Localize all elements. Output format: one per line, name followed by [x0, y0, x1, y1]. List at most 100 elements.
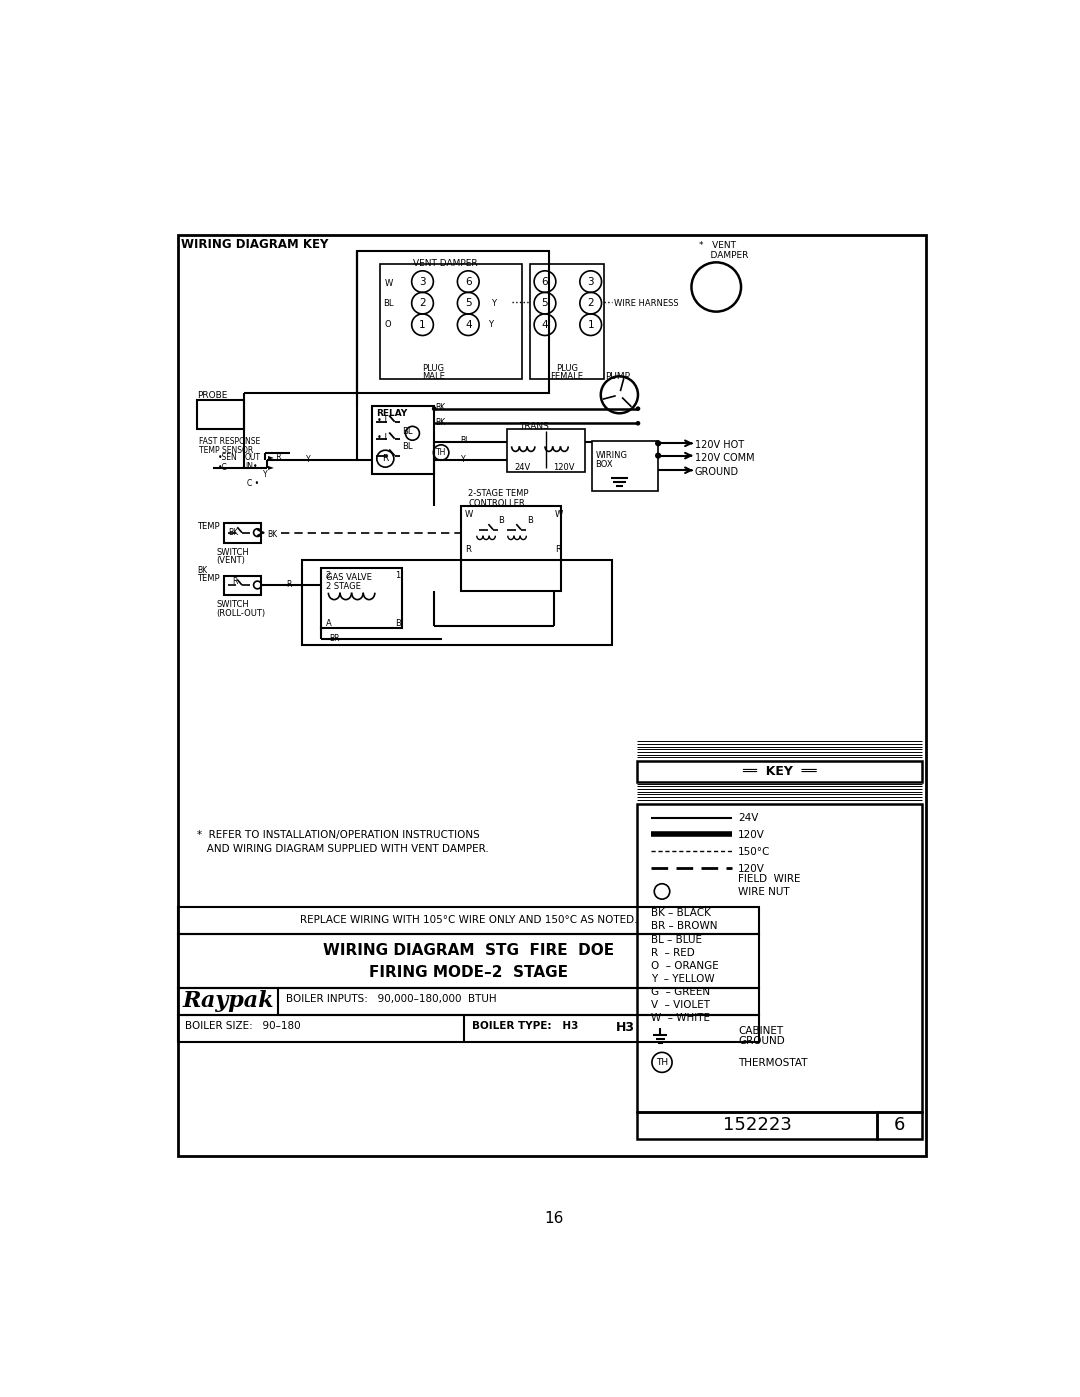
Circle shape [432, 407, 436, 411]
Text: BL: BL [383, 299, 393, 309]
Text: 150°C: 150°C [738, 847, 770, 856]
Text: TH: TH [436, 448, 446, 457]
Text: FIRING MODE–2  STAGE: FIRING MODE–2 STAGE [368, 965, 568, 979]
Text: 6: 6 [464, 277, 472, 286]
Text: R: R [286, 580, 292, 588]
Text: •SEN: •SEN [218, 453, 238, 461]
Text: C •: C • [247, 479, 259, 488]
Bar [592, 441, 658, 490]
Text: 2: 2 [326, 571, 330, 580]
Text: R: R [555, 545, 561, 555]
Text: ► R: ► R [268, 453, 282, 461]
Text: R  – RED: R – RED [651, 947, 694, 958]
Text: Y: Y [306, 455, 310, 464]
Text: VENT DAMPER: VENT DAMPER [413, 258, 477, 267]
Text: 16: 16 [544, 1211, 563, 1227]
Bar [225, 576, 261, 595]
Text: 3: 3 [419, 277, 426, 286]
Text: (VENT): (VENT) [216, 556, 245, 566]
Text: BK: BK [435, 418, 446, 427]
Text: 1: 1 [419, 320, 426, 330]
Text: MALE: MALE [422, 373, 445, 381]
Text: CONTROLLER: CONTROLLER [469, 499, 525, 507]
Bar [637, 1112, 877, 1139]
Text: Y: Y [262, 471, 268, 479]
Text: 152223: 152223 [723, 1116, 792, 1134]
Text: THERMOSTAT: THERMOSTAT [738, 1058, 808, 1067]
Text: ►: ► [268, 462, 274, 471]
Bar [877, 1112, 921, 1139]
Text: B: B [394, 619, 401, 627]
Bar [530, 264, 604, 380]
Text: 3: 3 [588, 277, 594, 286]
Bar [507, 429, 584, 472]
Bar [177, 1014, 759, 1042]
Text: DAMPER: DAMPER [699, 251, 748, 260]
Text: BOILER SIZE:   90–180: BOILER SIZE: 90–180 [186, 1021, 301, 1031]
Text: G  – GREEN: G – GREEN [651, 986, 711, 997]
Bar [225, 524, 261, 542]
Text: •C: •C [218, 464, 228, 472]
Text: Raypak: Raypak [183, 990, 273, 1011]
Text: TH: TH [656, 1058, 669, 1067]
Text: 24V: 24V [738, 813, 758, 823]
Text: W: W [465, 510, 473, 520]
Text: BK: BK [435, 404, 446, 412]
Text: 24V: 24V [515, 462, 531, 472]
Circle shape [636, 407, 640, 411]
Text: W  – WHITE: W – WHITE [651, 1013, 711, 1023]
Text: 6: 6 [542, 277, 549, 286]
Text: BK – BLACK: BK – BLACK [651, 908, 711, 918]
Circle shape [636, 420, 640, 426]
Text: BK: BK [197, 566, 207, 574]
Bar [177, 236, 926, 1155]
Text: BK: BK [228, 528, 238, 536]
Text: Y  – YELLOW: Y – YELLOW [651, 974, 715, 983]
Text: BL: BL [403, 441, 413, 451]
Text: B: B [498, 517, 503, 525]
Text: 120V: 120V [738, 830, 765, 840]
Text: W: W [384, 278, 393, 288]
Text: REPLACE WIRING WITH 105°C WIRE ONLY AND 150°C AS NOTED.: REPLACE WIRING WITH 105°C WIRE ONLY AND … [299, 915, 637, 925]
Text: O: O [384, 320, 391, 330]
Bar [301, 560, 611, 645]
Text: R: R [465, 545, 471, 555]
Bar [321, 569, 403, 629]
Text: 2: 2 [588, 298, 594, 309]
Text: BL – BLUE: BL – BLUE [651, 935, 702, 944]
Bar [177, 933, 759, 988]
Text: BOILER TYPE:   H3: BOILER TYPE: H3 [472, 1021, 579, 1031]
Text: SWITCH: SWITCH [216, 601, 249, 609]
Bar [637, 803, 921, 1112]
Text: TRANS: TRANS [518, 422, 549, 430]
Text: WIRING DIAGRAM KEY: WIRING DIAGRAM KEY [180, 239, 328, 251]
Circle shape [656, 440, 661, 447]
Text: 4: 4 [464, 320, 472, 330]
Text: ══  KEY  ══: ══ KEY ══ [742, 764, 816, 778]
Text: GAS VALVE: GAS VALVE [326, 573, 373, 581]
Bar [460, 507, 562, 591]
Text: O  – ORANGE: O – ORANGE [651, 961, 719, 971]
Text: H3: H3 [616, 1021, 635, 1034]
Text: *  REFER TO INSTALLATION/OPERATION INSTRUCTIONS: * REFER TO INSTALLATION/OPERATION INSTRU… [197, 830, 480, 840]
Text: (ROLL-OUT): (ROLL-OUT) [216, 609, 266, 617]
Text: FIELD  WIRE: FIELD WIRE [738, 875, 800, 884]
Text: V  – VIOLET: V – VIOLET [651, 1000, 711, 1010]
Text: WIRING DIAGRAM  STG  FIRE  DOE: WIRING DIAGRAM STG FIRE DOE [323, 943, 613, 958]
Text: 2 STAGE: 2 STAGE [326, 583, 362, 591]
Text: WIRING: WIRING [595, 451, 627, 460]
Text: 1: 1 [394, 571, 400, 580]
Text: • I: • I [377, 416, 387, 425]
Text: RELAY: RELAY [376, 409, 407, 418]
Text: 120V HOT: 120V HOT [694, 440, 744, 450]
Text: PLUG: PLUG [422, 365, 444, 373]
Text: R: R [382, 454, 389, 464]
Text: TEMP: TEMP [197, 574, 219, 583]
Text: • I: • I [377, 433, 387, 443]
Bar [637, 760, 921, 782]
Text: 5: 5 [464, 298, 472, 309]
Text: R: R [232, 577, 238, 587]
Text: TEMP: TEMP [197, 522, 219, 531]
Bar [356, 251, 549, 393]
Circle shape [656, 453, 661, 458]
